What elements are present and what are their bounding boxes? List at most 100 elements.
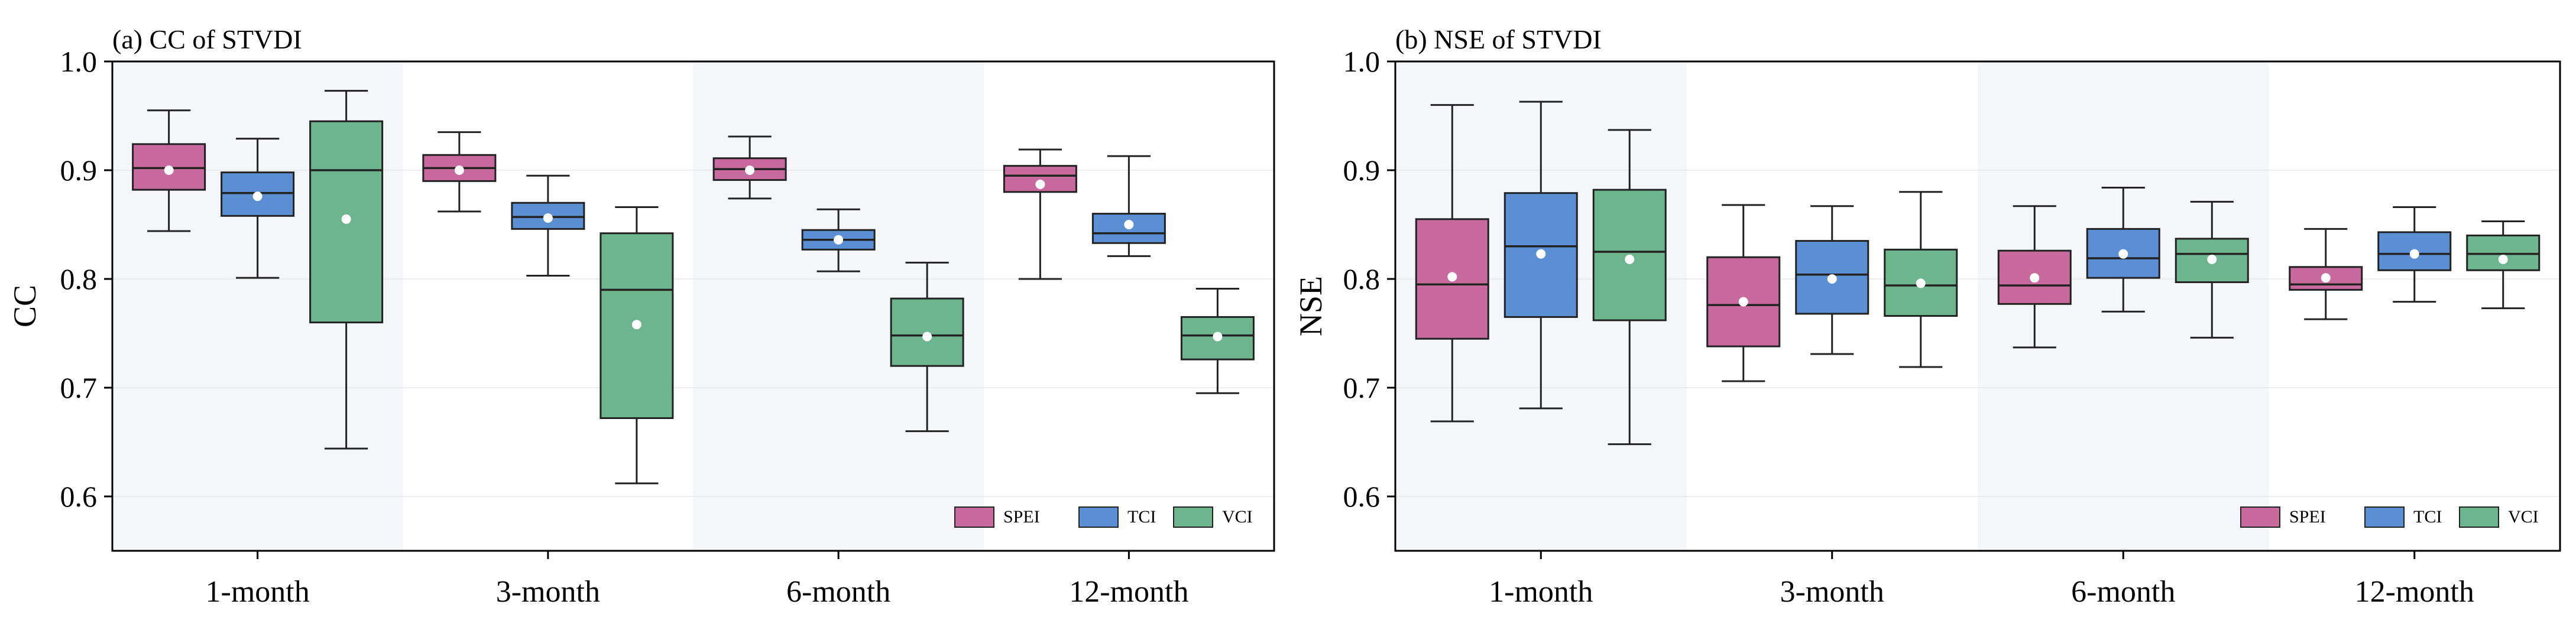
legend-swatch [2240, 506, 2280, 528]
mean-marker [2207, 254, 2217, 264]
box-vci-1-month [309, 90, 384, 450]
box-tci-6-month [2086, 186, 2160, 313]
panel-b-boxes [1415, 100, 2541, 446]
mean-marker [341, 214, 351, 224]
panel-b-frame [1394, 60, 2561, 552]
iqr-box [2466, 234, 2541, 271]
y-tick-label: 0.7 [60, 371, 98, 404]
iqr-box [2289, 266, 2363, 291]
panel-b: 0.6 0.7 0.8 0.9 1.0 1-month 3-month 6-month 12-… [1293, 24, 2561, 609]
x-tick-label: 1-month [1489, 575, 1593, 609]
box-vci-3-month [1884, 191, 1958, 368]
mean-marker [2030, 273, 2040, 283]
x-tick-label: 3-month [1780, 575, 1884, 609]
panel-a-title: (a) CC of STVDI [112, 24, 302, 54]
panel-a-frame [111, 60, 1275, 552]
mean-marker [543, 213, 553, 223]
panel-a-x-ticks: 1-month 3-month 6-month 12-month [206, 551, 1188, 609]
legend-label: TCI [1127, 507, 1156, 527]
box-tci-12-month [2377, 206, 2452, 303]
mean-marker [1536, 249, 1546, 259]
mean-marker [2321, 273, 2331, 283]
y-tick-label: 0.8 [60, 262, 98, 295]
legend-item-tci: TCI [2364, 506, 2442, 528]
mean-marker [2498, 254, 2508, 264]
mean-marker [252, 191, 263, 202]
panel-a-y-ticks: 0.6 0.7 0.8 0.9 1.0 [60, 45, 112, 513]
box-vci-6-month [2175, 200, 2249, 339]
x-tick-label: 6-month [786, 575, 890, 609]
legend-label: VCI [1222, 507, 1253, 527]
box-vci-3-month [600, 206, 674, 485]
mean-marker [1035, 179, 1045, 189]
box-spei-1-month [132, 109, 206, 232]
y-tick-label: 0.9 [1343, 154, 1381, 187]
panel-a-shading [112, 61, 984, 551]
legend-label: SPEI [1003, 507, 1040, 527]
mean-marker [164, 165, 174, 175]
box-spei-12-month [2289, 228, 2363, 320]
box-tci-1-month [1504, 100, 1578, 410]
mean-marker [1827, 274, 1837, 284]
panel-a-y-axis-label: CC [7, 285, 43, 327]
mean-marker [1916, 278, 1926, 288]
legend-item-vci: VCI [2459, 506, 2539, 528]
mean-marker [631, 320, 641, 330]
mean-marker [1447, 272, 1457, 282]
box-tci-6-month [801, 208, 876, 272]
legend-label: SPEI [2289, 507, 2326, 527]
legend-swatch [2459, 506, 2499, 528]
box-tci-3-month [511, 174, 585, 277]
legend-swatch [1173, 506, 1213, 528]
panel-b-x-ticks: 1-month 3-month 6-month 12-month [1489, 551, 2474, 609]
legend-label: VCI [2508, 507, 2539, 527]
panel-a: 0.6 0.7 0.8 0.9 1.0 1-month 3-month 6-month 12-… [7, 24, 1275, 609]
mean-marker [2409, 249, 2419, 259]
box-spei-6-month [712, 135, 787, 200]
mean-marker [922, 332, 932, 342]
box-tci-1-month [221, 138, 295, 279]
legend-item-tci: TCI [1078, 506, 1156, 528]
mean-marker [834, 235, 844, 245]
box-spei-1-month [1415, 104, 1489, 423]
y-tick-label: 0.6 [60, 480, 98, 513]
y-tick-label: 0.6 [1343, 480, 1381, 513]
box-vci-1-month [1592, 129, 1667, 446]
x-tick-label: 12-month [1069, 575, 1188, 609]
box-tci-3-month [1795, 205, 1869, 355]
mean-marker [1625, 254, 1635, 264]
legend-swatch [954, 506, 994, 528]
y-tick-label: 0.9 [60, 154, 98, 187]
x-tick-label: 1-month [206, 575, 310, 609]
box-vci-12-month [2466, 220, 2541, 310]
panel-a-legend: SPEI TCI VCI [954, 506, 1253, 528]
panel-b-legend: SPEI TCI VCI [2240, 506, 2539, 528]
y-tick-label: 1.0 [60, 45, 98, 78]
x-tick-label: 3-month [496, 575, 600, 609]
y-tick-label: 0.8 [1343, 262, 1381, 295]
panel-b-y-axis-label: NSE [1293, 276, 1328, 336]
box-vci-6-month [890, 261, 964, 433]
y-tick-label: 1.0 [1343, 45, 1381, 78]
mean-marker [1738, 297, 1748, 307]
legend-label: TCI [2413, 507, 2442, 527]
legend-item-spei: SPEI [2240, 506, 2326, 528]
mean-marker [745, 165, 755, 175]
mean-marker [1124, 220, 1134, 229]
panel-a-boxes [132, 90, 1255, 485]
mean-marker [1213, 332, 1223, 342]
x-tick-label: 6-month [2071, 575, 2175, 609]
panel-b-title: (b) NSE of STVDI [1395, 24, 1602, 54]
y-tick-label: 0.7 [1343, 371, 1381, 404]
legend-item-vci: VCI [1173, 506, 1253, 528]
box-spei-3-month [422, 131, 497, 213]
box-tci-12-month [1091, 155, 1166, 257]
panel-b-y-ticks: 0.6 0.7 0.8 0.9 1.0 [1343, 45, 1395, 513]
mean-marker [454, 165, 464, 175]
mean-marker [2118, 249, 2128, 259]
box-spei-12-month [1003, 148, 1077, 280]
legend-item-spei: SPEI [954, 506, 1040, 528]
legend-swatch [2364, 506, 2405, 528]
box-vci-12-month [1180, 288, 1255, 394]
